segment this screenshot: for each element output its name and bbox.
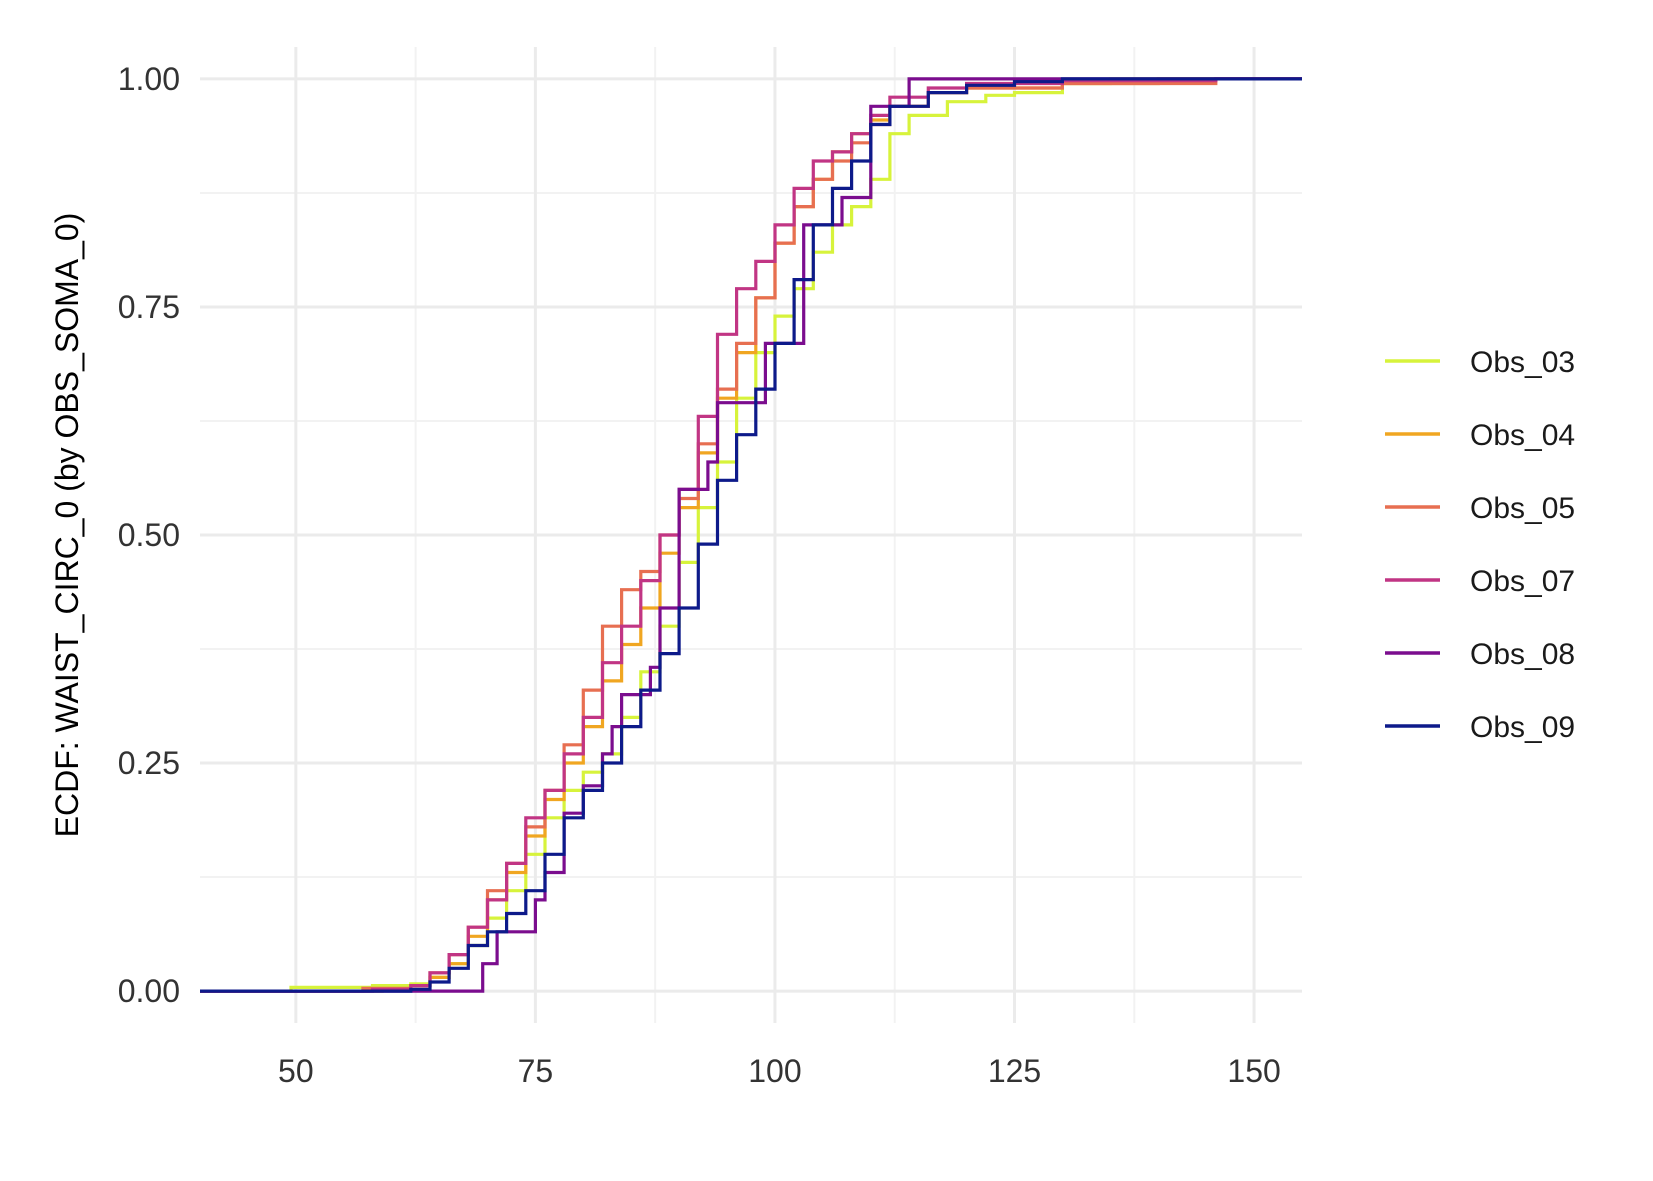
legend-label: Obs_04 bbox=[1470, 419, 1575, 452]
y-tick-label: 0.25 bbox=[118, 745, 180, 781]
series-lines bbox=[200, 77, 1302, 993]
y-tick-label: 0.75 bbox=[118, 289, 180, 325]
y-tick-label: 1.00 bbox=[118, 61, 180, 97]
grid-minor bbox=[200, 47, 1302, 1023]
x-tick-label: 150 bbox=[1227, 1053, 1280, 1089]
series-line-obs-09 bbox=[200, 77, 1302, 993]
y-tick-label: 0.50 bbox=[118, 517, 180, 553]
x-tick-label: 125 bbox=[988, 1053, 1041, 1089]
legend-label: Obs_03 bbox=[1470, 346, 1575, 379]
y-tick-label: 0.00 bbox=[118, 973, 180, 1009]
x-tick-label: 50 bbox=[278, 1053, 314, 1089]
legend-label: Obs_05 bbox=[1470, 492, 1575, 525]
legend: Obs_03 Obs_04 Obs_05 Obs_07 Obs_08 Obs_09 bbox=[1385, 346, 1575, 744]
legend-label: Obs_08 bbox=[1470, 638, 1575, 671]
x-tick-label: 75 bbox=[518, 1053, 554, 1089]
x-tick-label: 100 bbox=[748, 1053, 801, 1089]
y-axis-tick-labels: 0.00 0.25 0.50 0.75 1.00 bbox=[118, 61, 180, 1009]
legend-label: Obs_07 bbox=[1470, 565, 1575, 598]
x-axis-tick-labels: 50 75 100 125 150 bbox=[278, 1053, 1281, 1089]
legend-label: Obs_09 bbox=[1470, 711, 1575, 744]
y-axis-title: ECDF: WAIST_CIRC_0 (by OBS_SOMA_0) bbox=[49, 213, 85, 838]
grid-major bbox=[200, 47, 1302, 1023]
